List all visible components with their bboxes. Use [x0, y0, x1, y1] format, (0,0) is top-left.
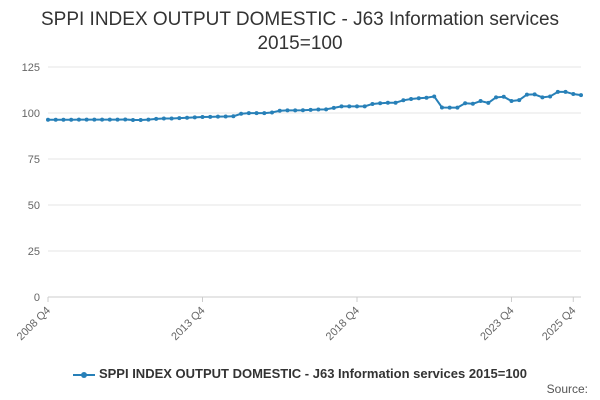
data-point[interactable] [524, 92, 529, 97]
data-point[interactable] [354, 104, 359, 109]
data-point[interactable] [579, 93, 583, 98]
y-tick-label: 25 [28, 246, 40, 258]
x-tick-label: 2013 Q4 [169, 305, 207, 343]
data-point[interactable] [563, 89, 568, 94]
data-point[interactable] [215, 114, 220, 119]
data-point[interactable] [223, 114, 228, 119]
data-point[interactable] [300, 108, 305, 113]
data-point[interactable] [501, 94, 506, 99]
data-point[interactable] [316, 107, 321, 112]
data-point[interactable] [84, 117, 89, 122]
data-point[interactable] [92, 117, 97, 122]
data-point[interactable] [61, 117, 66, 122]
data-point[interactable] [254, 111, 259, 116]
data-point[interactable] [347, 104, 352, 109]
data-point[interactable] [509, 99, 514, 104]
data-point[interactable] [123, 117, 128, 122]
legend-marker [72, 370, 95, 380]
data-point[interactable] [177, 116, 182, 121]
data-point[interactable] [494, 95, 499, 100]
data-point[interactable] [130, 117, 135, 122]
data-point[interactable] [146, 117, 151, 122]
data-point[interactable] [200, 115, 205, 120]
legend-label: SPPI INDEX OUTPUT DOMESTIC - J63 Informa… [98, 366, 528, 381]
chart-title: SPPI INDEX OUTPUT DOMESTIC - J63 Informa… [0, 8, 600, 56]
x-axis: 2008 Q4 2013 Q4 2018 Q4 2023 Q4 2025 Q4 [15, 296, 581, 343]
y-tick-label: 100 [22, 108, 40, 120]
data-point[interactable] [393, 100, 398, 105]
data-point[interactable] [517, 98, 522, 103]
data-point[interactable] [46, 117, 50, 122]
data-point[interactable] [378, 101, 383, 106]
chart-title-line-1: SPPI INDEX OUTPUT DOMESTIC - J63 Informa… [40, 9, 560, 30]
data-point[interactable] [331, 105, 336, 110]
data-point[interactable] [115, 117, 120, 122]
data-point[interactable] [239, 111, 244, 116]
source-label: Source: [546, 382, 588, 396]
data-point[interactable] [285, 108, 290, 113]
data-point[interactable] [277, 108, 282, 113]
data-point[interactable] [478, 99, 483, 104]
data-point[interactable] [308, 107, 313, 112]
data-point[interactable] [53, 117, 58, 122]
y-tick-label: 125 [22, 62, 40, 74]
data-point[interactable] [324, 107, 329, 112]
x-tick-label: 2008 Q4 [15, 305, 53, 343]
data-point[interactable] [463, 101, 468, 106]
data-point[interactable] [370, 101, 375, 106]
series-group [46, 89, 583, 122]
data-point[interactable] [76, 117, 81, 122]
data-point[interactable] [231, 114, 236, 119]
y-tick-label: 0 [34, 292, 40, 304]
data-point[interactable] [154, 116, 159, 121]
data-point[interactable] [385, 100, 390, 105]
legend[interactable]: SPPI INDEX OUTPUT DOMESTIC - J63 Informa… [0, 366, 600, 381]
y-axis-ticks: 0 25 50 75 100 125 [22, 62, 40, 304]
data-point[interactable] [169, 116, 174, 121]
data-point[interactable] [540, 95, 545, 100]
data-point[interactable] [486, 100, 491, 105]
chart-title-line-2: 2015=100 [257, 33, 343, 54]
data-point[interactable] [339, 104, 344, 109]
x-tick-label: 2025 Q4 [540, 305, 578, 343]
data-point[interactable] [571, 92, 576, 97]
data-point[interactable] [416, 96, 421, 101]
x-tick-label: 2018 Q4 [324, 305, 362, 343]
grid-lines [48, 66, 581, 298]
y-tick-label: 50 [28, 200, 40, 212]
data-point[interactable] [161, 116, 166, 121]
x-tick-label: 2023 Q4 [478, 305, 516, 343]
data-point[interactable] [208, 114, 213, 119]
data-point[interactable] [409, 97, 414, 102]
data-point[interactable] [532, 92, 537, 97]
data-point[interactable] [470, 101, 475, 106]
data-point[interactable] [293, 108, 298, 113]
data-point[interactable] [107, 117, 112, 122]
data-point[interactable] [362, 104, 367, 109]
data-point[interactable] [192, 115, 197, 120]
data-point[interactable] [246, 111, 251, 116]
data-point[interactable] [69, 117, 74, 122]
data-point[interactable] [447, 105, 452, 110]
data-point[interactable] [432, 94, 437, 99]
data-point[interactable] [401, 98, 406, 103]
series-line [48, 90, 582, 121]
data-point[interactable] [555, 89, 560, 94]
data-point[interactable] [548, 94, 553, 99]
data-point[interactable] [138, 117, 143, 122]
data-point[interactable] [185, 115, 190, 120]
data-point[interactable] [439, 105, 444, 110]
data-point[interactable] [270, 110, 275, 115]
data-point[interactable] [262, 111, 267, 116]
data-point[interactable] [424, 95, 429, 100]
data-point[interactable] [455, 105, 460, 110]
data-point[interactable] [100, 117, 105, 122]
y-tick-label: 75 [28, 154, 40, 166]
